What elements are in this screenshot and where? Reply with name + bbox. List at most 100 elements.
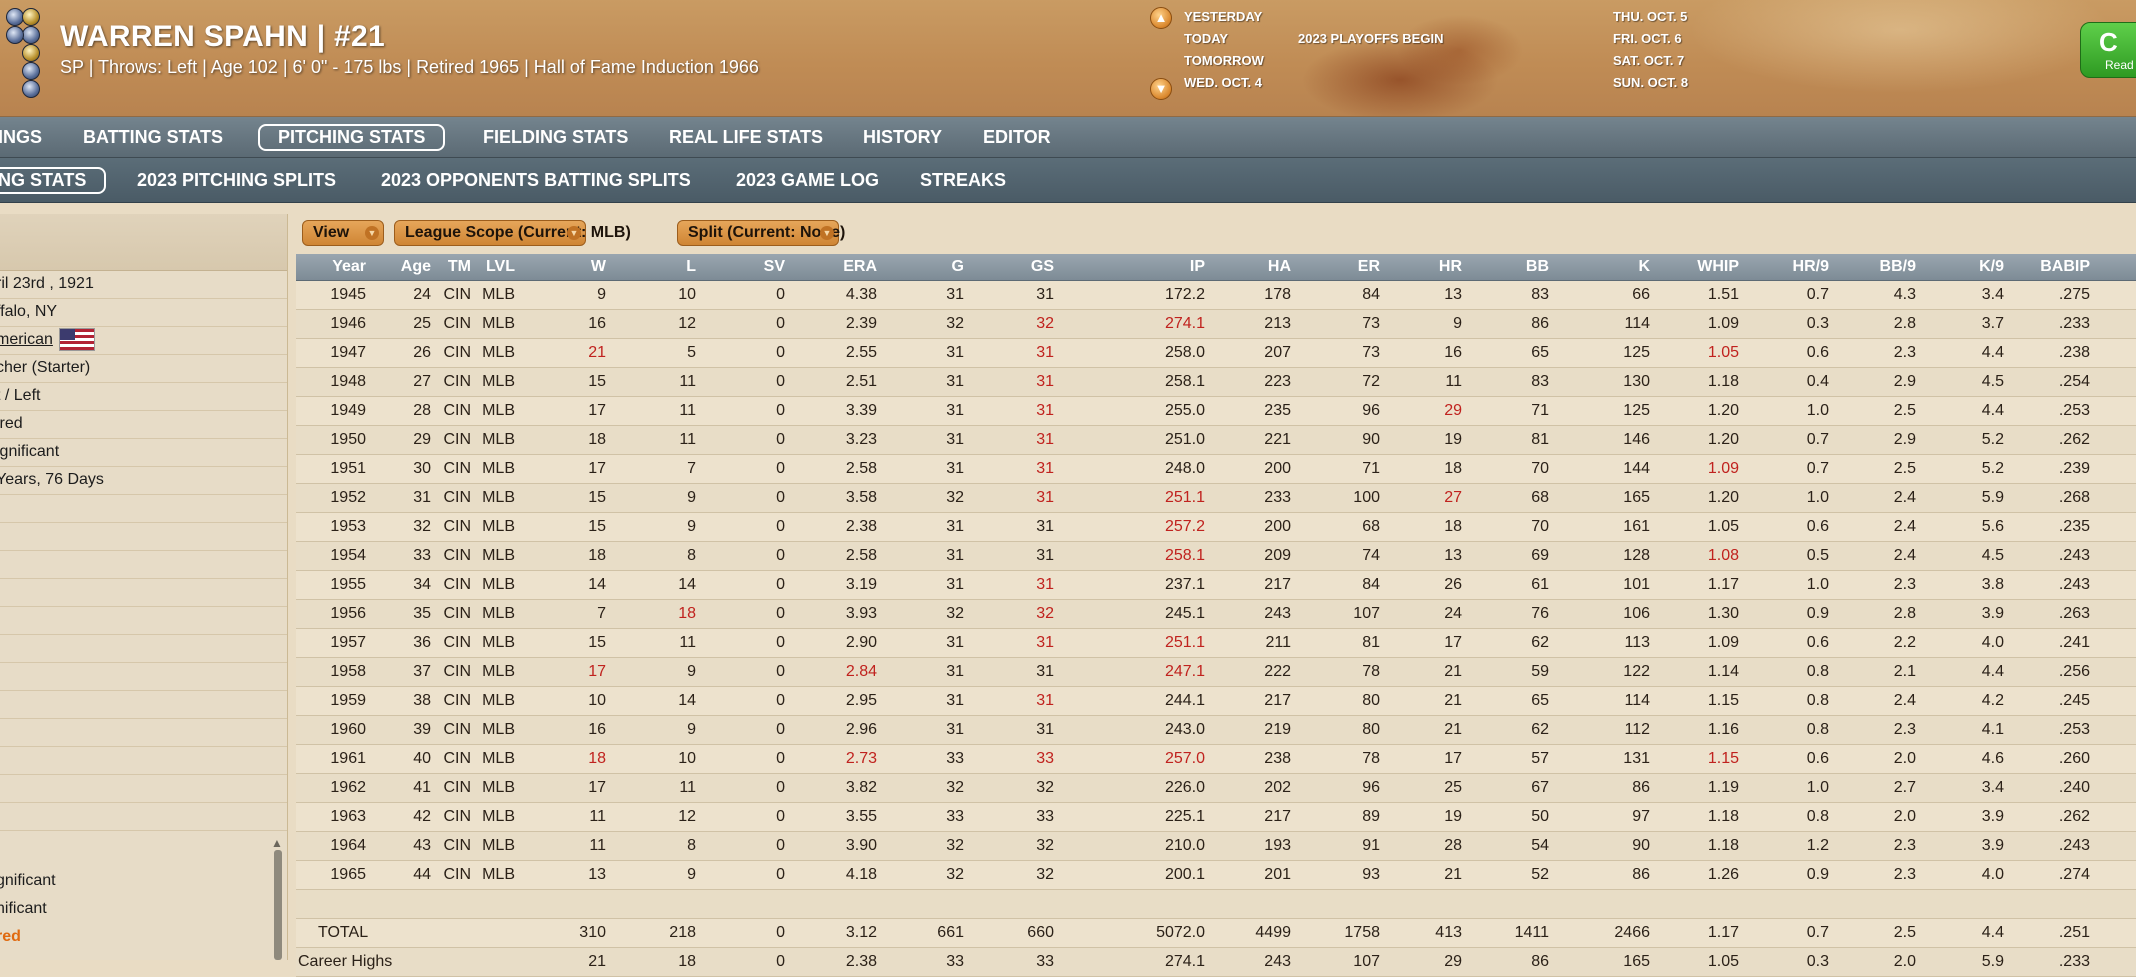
view-dropdown[interactable]: View ▼ — [302, 220, 384, 246]
table-row[interactable]: 1949 28 CIN MLB 17 11 0 3.39 31 31 255.0 235 96 29 71 1… — [296, 397, 2136, 426]
subtab-pitching-splits[interactable]: 2023 PITCHING SPLITS — [137, 169, 337, 190]
cell-age: 30 — [413, 460, 431, 477]
award-icon[interactable] — [6, 26, 24, 44]
split-dropdown[interactable]: Split (Current: None) ▼ — [677, 220, 845, 246]
table-row[interactable]: 1945 24 CIN MLB 9 10 0 4.38 31 31 172.2 178 84 13 83 66… — [296, 281, 2136, 310]
tab-editor[interactable]: EDITOR — [983, 126, 1051, 147]
subtab-pitching-stats[interactable]: NG STATS — [0, 158, 107, 202]
calendar-day[interactable]: SAT. OCT. 7 — [1613, 53, 1685, 68]
column-header[interactable]: SV — [763, 258, 785, 275]
calendar-today[interactable]: TODAY — [1184, 31, 1229, 46]
calendar-next-day[interactable]: WED. OCT. 4 — [1184, 75, 1263, 90]
calendar-day[interactable]: FRI. OCT. 6 — [1613, 31, 1682, 46]
cell-w: 13 — [588, 866, 606, 883]
cell-er: 84 — [1362, 576, 1380, 593]
cell-k: 122 — [1623, 663, 1650, 680]
cell-hr-9: 0.7 — [1806, 431, 1829, 448]
cell-er: 73 — [1362, 344, 1380, 361]
table-row[interactable]: 1952 31 CIN MLB 15 9 0 3.58 32 31 251.1 233 100 27 68 1… — [296, 484, 2136, 513]
cell-gs: 32 — [1036, 605, 1054, 622]
cell-g: 32 — [946, 837, 964, 854]
column-header[interactable]: IP — [1189, 258, 1205, 275]
column-header[interactable]: ERA — [843, 258, 877, 275]
award-icon[interactable] — [22, 26, 40, 44]
table-row[interactable]: 1956 35 CIN MLB 7 18 0 3.93 32 32 245.1 243 107 24 76 1… — [296, 600, 2136, 629]
calendar-day[interactable]: THU. OCT. 5 — [1613, 9, 1688, 24]
scrollbar[interactable] — [274, 850, 282, 960]
column-header[interactable]: L — [686, 258, 696, 275]
tab-fielding-stats[interactable]: FIELDING STATS — [483, 126, 629, 147]
cell-hr: 29 — [1444, 953, 1462, 970]
table-row[interactable]: 1962 41 CIN MLB 17 11 0 3.82 32 32 226.0 202 96 25 67 8… — [296, 774, 2136, 803]
column-header[interactable]: Year — [332, 258, 366, 275]
cell-lvl: MLB — [482, 634, 515, 651]
table-row[interactable]: 1965 44 CIN MLB 13 9 0 4.18 32 32 200.1 201 93 21 52 86… — [296, 861, 2136, 890]
column-header[interactable]: BABIP — [2040, 258, 2090, 275]
subtab-game-log[interactable]: 2023 GAME LOG — [736, 169, 880, 190]
column-header[interactable]: HA — [1267, 258, 1291, 275]
cell-hr: 29 — [1444, 402, 1462, 419]
table-row[interactable]: 1959 38 CIN MLB 10 14 0 2.95 31 31 244.1 217 80 21 65 1… — [296, 687, 2136, 716]
award-icon[interactable] — [22, 80, 40, 98]
table-row[interactable]: 1946 25 CIN MLB 16 12 0 2.39 32 32 274.1 213 73 9 86 11… — [296, 310, 2136, 339]
cell-babip: .274 — [2058, 866, 2090, 883]
cell-er: 96 — [1362, 779, 1380, 796]
table-row[interactable]: 1955 34 CIN MLB 14 14 0 3.19 31 31 237.1 217 84 26 61 1… — [296, 571, 2136, 600]
table-row[interactable]: 1948 27 CIN MLB 15 11 0 2.51 31 31 258.1 223 72 11 83 1… — [296, 368, 2136, 397]
tab-history[interactable]: HISTORY — [863, 126, 943, 147]
tab-ratings[interactable]: INGS — [0, 126, 43, 147]
column-header[interactable]: BB/9 — [1879, 258, 1916, 275]
column-header[interactable]: HR — [1438, 258, 1462, 275]
table-row[interactable]: 1950 29 CIN MLB 18 11 0 3.23 31 31 251.0 221 90 19 81 1… — [296, 426, 2136, 455]
league-scope-dropdown[interactable]: League Scope (Current: MLB) ▼ — [394, 220, 631, 246]
cell-bb: 81 — [1531, 431, 1549, 448]
table-row[interactable]: 1953 32 CIN MLB 15 9 0 2.38 31 31 257.2 200 68 18 70 16… — [296, 513, 2136, 542]
column-header[interactable]: HR/9 — [1792, 258, 1829, 275]
column-header[interactable]: G — [951, 258, 964, 275]
column-header[interactable]: TM — [447, 258, 471, 275]
column-header[interactable]: LVL — [485, 258, 515, 275]
calendar-tomorrow[interactable]: TOMORROW — [1184, 53, 1264, 68]
table-row[interactable]: 1951 30 CIN MLB 17 7 0 2.58 31 31 248.0 200 71 18 70 14… — [296, 455, 2136, 484]
column-header[interactable]: Age — [400, 258, 431, 275]
continue-button[interactable]: C Read — [2080, 22, 2136, 78]
total-label: TOTAL — [318, 924, 369, 941]
tab-batting-stats[interactable]: BATTING STATS — [83, 126, 223, 147]
cell-w: 17 — [588, 663, 606, 680]
tab-pitching-stats[interactable]: PITCHING STATS — [258, 117, 446, 157]
column-header[interactable]: WHIP — [1697, 258, 1739, 275]
subtab-streaks[interactable]: STREAKS — [920, 169, 1007, 190]
table-row[interactable]: 1964 43 CIN MLB 11 8 0 3.90 32 32 210.0 193 91 28 54 90… — [296, 832, 2136, 861]
cell-l: 11 — [679, 634, 696, 651]
table-row[interactable]: 1958 37 CIN MLB 17 9 0 2.84 31 31 247.1 222 78 21 59 12… — [296, 658, 2136, 687]
calendar-down-icon[interactable]: ▼ — [1150, 78, 1172, 100]
column-header[interactable]: W — [590, 258, 606, 275]
column-header[interactable]: K/9 — [1979, 258, 2004, 275]
cell-k-9: 5.6 — [1981, 518, 2004, 535]
cell-babip: .253 — [2058, 402, 2090, 419]
award-icon[interactable] — [22, 62, 40, 80]
column-header[interactable]: GS — [1030, 258, 1054, 275]
pitching-stats-panel: View ▼ League Scope (Current: MLB) ▼ Split… — [294, 214, 2136, 977]
table-row[interactable]: 1961 40 CIN MLB 18 10 0 2.73 33 33 257.0 238 78 17 57 1… — [296, 745, 2136, 774]
cell-k-9: 3.4 — [1981, 779, 2004, 796]
calendar-yesterday[interactable]: YESTERDAY — [1184, 9, 1263, 24]
column-header[interactable]: ER — [1357, 258, 1380, 275]
table-row[interactable]: 1960 39 CIN MLB 16 9 0 2.96 31 31 243.0 219 80 21 62 11… — [296, 716, 2136, 745]
subtab-opponents-batting-splits[interactable]: 2023 OPPONENTS BATTING SPLITS — [381, 169, 691, 190]
table-row[interactable]: 1957 36 CIN MLB 15 11 0 2.90 31 31 251.1 211 81 17 62 1… — [296, 629, 2136, 658]
cell-g: 31 — [946, 692, 964, 709]
table-row[interactable]: 1954 33 CIN MLB 18 8 0 2.58 31 31 258.1 209 74 13 69 12… — [296, 542, 2136, 571]
scroll-up-icon[interactable]: ▲ — [271, 836, 283, 850]
calendar-day[interactable]: SUN. OCT. 8 — [1613, 75, 1689, 90]
column-header[interactable]: K — [1638, 258, 1650, 275]
cell-bb: 57 — [1531, 750, 1549, 767]
tab-real-life-stats[interactable]: REAL LIFE STATS — [669, 126, 824, 147]
bio-row — [0, 802, 287, 831]
award-icon[interactable] — [22, 8, 40, 26]
calendar-up-icon[interactable]: ▲ — [1150, 7, 1172, 29]
table-row[interactable]: 1947 26 CIN MLB 21 5 0 2.55 31 31 258.0 207 73 16 65 12… — [296, 339, 2136, 368]
award-icon[interactable] — [22, 44, 40, 62]
table-row[interactable]: 1963 42 CIN MLB 11 12 0 3.55 33 33 225.1 217 89 19 50 9… — [296, 803, 2136, 832]
column-header[interactable]: BB — [1525, 258, 1549, 275]
